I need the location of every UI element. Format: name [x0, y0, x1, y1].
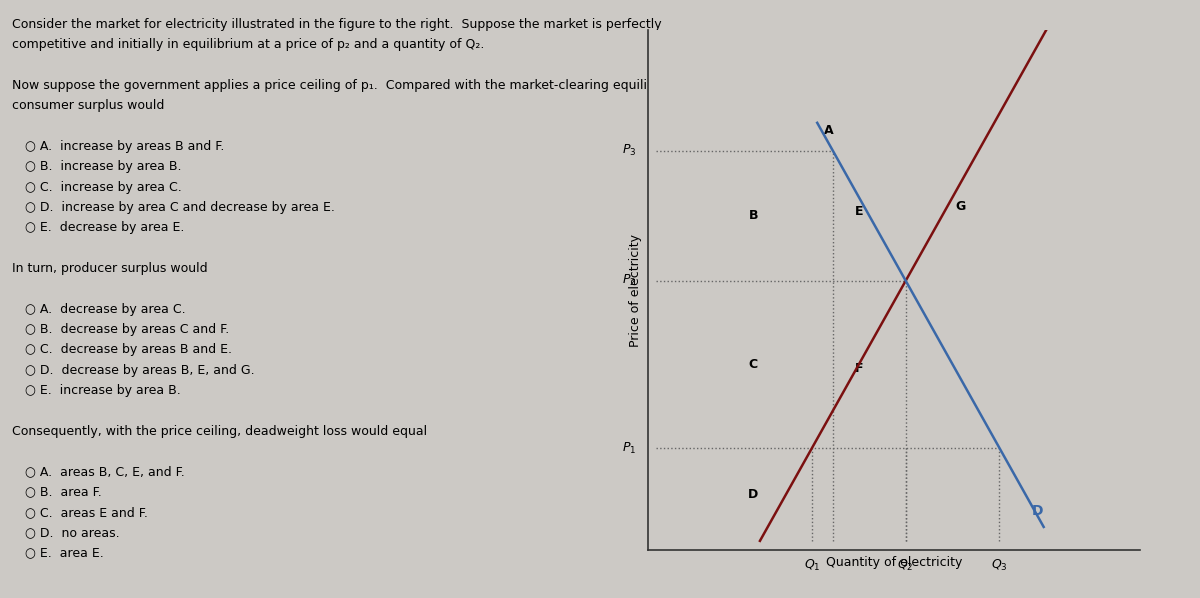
Text: B: B	[749, 209, 758, 222]
Text: ○ E.  increase by area B.: ○ E. increase by area B.	[25, 384, 181, 397]
Text: E: E	[854, 205, 863, 218]
Text: ○ D.  increase by area C and decrease by area E.: ○ D. increase by area C and decrease by …	[25, 201, 335, 214]
Text: Consider the market for electricity illustrated in the figure to the right.  Sup: Consider the market for electricity illu…	[12, 18, 662, 31]
Text: F: F	[854, 362, 863, 376]
Text: In turn, producer surplus would: In turn, producer surplus would	[12, 262, 208, 275]
Text: Now suppose the government applies a price ceiling of p₁.  Compared with the mar: Now suppose the government applies a pri…	[12, 79, 688, 92]
X-axis label: Quantity of electricity: Quantity of electricity	[826, 556, 962, 569]
Text: D: D	[749, 488, 758, 501]
Text: $Q_3$: $Q_3$	[991, 557, 1008, 573]
Text: $Q_2$: $Q_2$	[898, 557, 914, 573]
Text: ○ A.  increase by areas B and F.: ○ A. increase by areas B and F.	[25, 140, 224, 153]
Text: competitive and initially in equilibrium at a price of p₂ and a quantity of Q₂.: competitive and initially in equilibrium…	[12, 38, 485, 51]
Y-axis label: Price of electricity: Price of electricity	[630, 234, 642, 346]
Text: D: D	[1032, 504, 1044, 518]
Text: $P_3$: $P_3$	[622, 143, 636, 158]
Text: ○ C.  areas E and F.: ○ C. areas E and F.	[25, 506, 148, 519]
Text: Consequently, with the price ceiling, deadweight loss would equal: Consequently, with the price ceiling, de…	[12, 425, 427, 438]
Text: $P_2$: $P_2$	[622, 273, 636, 288]
Text: ○ E.  decrease by area E.: ○ E. decrease by area E.	[25, 221, 185, 234]
Text: ○ E.  area E.: ○ E. area E.	[25, 547, 103, 560]
Text: C: C	[749, 358, 758, 371]
Text: ○ A.  decrease by area C.: ○ A. decrease by area C.	[25, 303, 186, 316]
Text: G: G	[955, 200, 966, 213]
Text: ○ B.  area F.: ○ B. area F.	[25, 486, 102, 499]
Text: ○ B.  increase by area B.: ○ B. increase by area B.	[25, 160, 181, 173]
Text: ○ C.  decrease by areas B and E.: ○ C. decrease by areas B and E.	[25, 343, 232, 356]
Text: consumer surplus would: consumer surplus would	[12, 99, 164, 112]
Text: ○ B.  decrease by areas C and F.: ○ B. decrease by areas C and F.	[25, 323, 229, 336]
Text: A: A	[824, 124, 834, 137]
Text: $Q_1$: $Q_1$	[804, 557, 821, 573]
Text: ○ A.  areas B, C, E, and F.: ○ A. areas B, C, E, and F.	[25, 465, 185, 478]
Text: $P_1$: $P_1$	[622, 440, 636, 456]
Text: ○ D.  no areas.: ○ D. no areas.	[25, 526, 120, 539]
Text: ○ C.  increase by area C.: ○ C. increase by area C.	[25, 181, 181, 194]
Text: ○ D.  decrease by areas B, E, and G.: ○ D. decrease by areas B, E, and G.	[25, 364, 254, 377]
